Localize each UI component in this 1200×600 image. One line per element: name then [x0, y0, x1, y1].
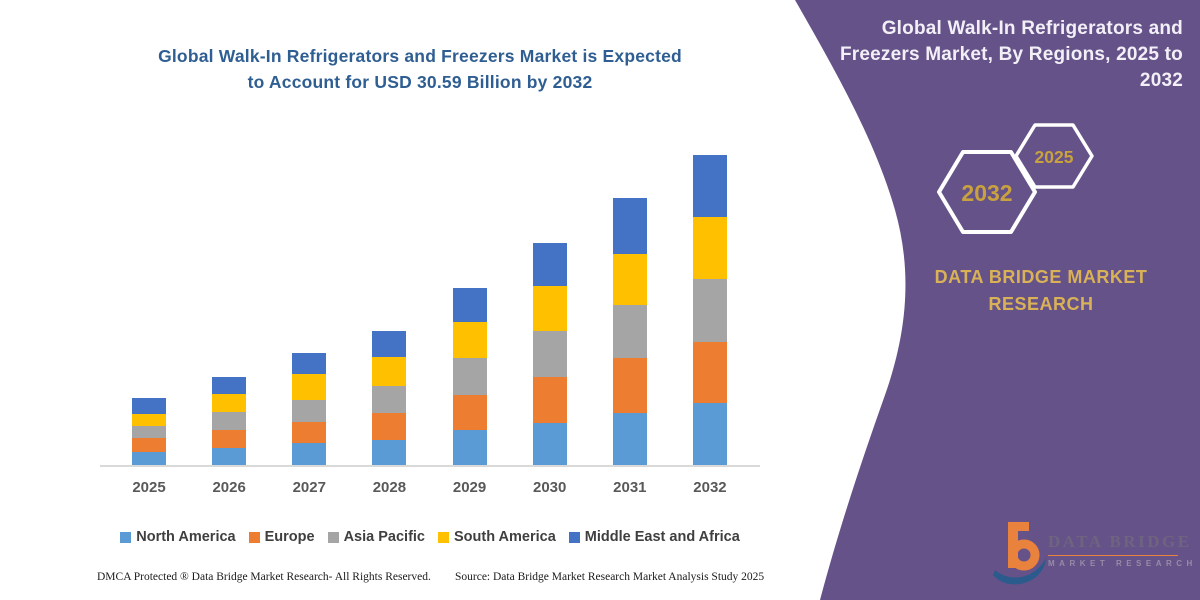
legend-swatch-asia-pacific	[327, 531, 339, 543]
bar-segment-2027-south-america	[292, 374, 327, 400]
bar-segment-2028-europe	[372, 413, 407, 440]
bar-segment-2031-south-america	[612, 253, 647, 305]
bar-segment-2025-europe	[132, 438, 166, 453]
hexagon-2025	[1014, 123, 1094, 189]
panel-heading: Global Walk-In Refrigerators and Freezer…	[839, 18, 1183, 91]
chart-title: Global Walk-In Refrigerators and Freezer…	[100, 43, 740, 95]
bar-2031	[612, 197, 647, 465]
bar-segment-2029-middle-east-and-africa	[452, 287, 487, 322]
bar-2029	[452, 287, 487, 465]
legend-label-middle-east-and-africa: Middle East and Africa	[584, 529, 740, 545]
bar-segment-2030-europe	[532, 377, 567, 423]
bar-segment-2027-europe	[292, 421, 327, 444]
x-axis-label-2032: 2032	[693, 479, 727, 496]
bar-segment-2026-south-america	[212, 393, 247, 413]
plot-area	[105, 150, 755, 465]
legend-swatch-middle-east-and-africa	[568, 531, 580, 543]
bar-segment-2027-middle-east-and-africa	[292, 353, 327, 375]
hexagon-2032-label: 2032	[961, 180, 1013, 206]
x-axis-label-2030: 2030	[533, 479, 567, 496]
bar-segment-2031-europe	[612, 358, 647, 414]
bar-segment-2025-asia-pacific	[132, 425, 166, 439]
logo-subtitle-text: MARKET RESEARCH	[1048, 559, 1197, 568]
x-axis-label-2029: 2029	[452, 479, 487, 496]
legend-swatch-europe	[248, 531, 260, 543]
bar-segment-2030-asia-pacific	[532, 331, 567, 378]
legend-item-asia-pacific: Asia Pacific	[327, 529, 425, 545]
bar-2025	[132, 398, 166, 465]
legend-item-north-america: North America	[120, 529, 236, 545]
bar-2030	[532, 242, 567, 465]
bar-segment-2029-south-america	[452, 321, 487, 359]
bar-segment-2032-middle-east-and-africa	[692, 155, 727, 217]
x-axis-label-2031: 2031	[613, 479, 647, 496]
bar-segment-2032-asia-pacific	[692, 279, 727, 343]
bar-segment-2030-middle-east-and-africa	[532, 242, 567, 286]
bar-segment-2026-north-america	[212, 447, 247, 465]
bar-2027	[292, 353, 327, 465]
bar-segment-2026-europe	[212, 429, 247, 448]
legend-item-south-america: South America	[438, 529, 556, 545]
bar-segment-2027-asia-pacific	[292, 399, 327, 422]
x-axis-label-2026: 2026	[212, 479, 246, 496]
x-axis-label-2025: 2025	[132, 479, 166, 496]
logo-title-text: DATA BRIDGE	[1048, 532, 1189, 556]
bar-segment-2032-south-america	[692, 216, 727, 280]
bar-segment-2030-south-america	[532, 285, 567, 332]
bar-segment-2026-middle-east-and-africa	[212, 377, 247, 394]
bar-segment-2026-asia-pacific	[212, 412, 247, 430]
x-axis-labels: 2025 2026 2027 2028 2029 2030 2031 2032	[105, 479, 755, 499]
bar-segment-2031-middle-east-and-africa	[612, 197, 647, 254]
bar-2032	[692, 155, 727, 465]
legend-swatch-south-america	[438, 531, 449, 543]
bar-segment-2027-north-america	[292, 443, 327, 465]
x-axis-label-2028: 2028	[372, 479, 407, 496]
bar-segment-2025-north-america	[132, 452, 166, 465]
bar-segment-2028-north-america	[372, 439, 407, 465]
bar-2028	[372, 330, 407, 465]
bar-segment-2028-south-america	[372, 357, 407, 386]
logo-words: DATA BRIDGE MARKET RESEARCH	[1048, 532, 1197, 568]
legend-item-middle-east-and-africa: Middle East and Africa	[568, 529, 740, 545]
bar-segment-2032-europe	[692, 342, 727, 403]
data-bridge-logo-icon	[993, 522, 1046, 585]
footer-source-text: Source: Data Bridge Market Research Mark…	[455, 571, 765, 583]
bar-segment-2025-middle-east-and-africa	[132, 398, 166, 415]
bar-2026	[212, 377, 247, 465]
chart-title-line2: to Account for USD 30.59 Billion by 2032	[247, 72, 593, 92]
footer-dmca-text: DMCA Protected ® Data Bridge Market Rese…	[97, 571, 431, 583]
bar-segment-2030-north-america	[532, 422, 567, 465]
x-axis-line	[100, 465, 760, 467]
data-bridge-logo: DATA BRIDGE MARKET RESEARCH	[993, 518, 1197, 588]
hexagon-2025-label: 2025	[1034, 147, 1074, 167]
legend-swatch-north-america	[120, 531, 132, 543]
hexagon-2032	[937, 150, 1037, 234]
brand-name: DATA BRIDGE MARKET RESEARCH	[906, 264, 1176, 318]
bar-segment-2029-asia-pacific	[452, 358, 487, 395]
bar-segment-2029-north-america	[452, 430, 487, 465]
brand-name-line1: DATA BRIDGE MARKET	[934, 267, 1148, 287]
legend-label-south-america: South America	[454, 529, 556, 545]
x-axis-label-2027: 2027	[292, 479, 326, 496]
bar-segment-2029-europe	[452, 395, 487, 430]
legend: North America Europe Asia Pacific South Ame…	[105, 529, 755, 545]
legend-label-europe: Europe	[264, 529, 315, 545]
purple-swoosh-background	[795, 0, 1200, 600]
chart-title-line1: Global Walk-In Refrigerators and Freezer…	[158, 46, 682, 66]
bar-segment-2032-north-america	[692, 403, 727, 465]
bar-segment-2031-asia-pacific	[612, 304, 647, 359]
brand-name-line2: RESEARCH	[988, 294, 1094, 314]
bar-segment-2028-middle-east-and-africa	[372, 330, 407, 358]
legend-label-asia-pacific: Asia Pacific	[343, 529, 425, 545]
bar-segment-2031-north-america	[612, 413, 647, 465]
bar-segment-2025-south-america	[132, 414, 166, 426]
legend-item-europe: Europe	[248, 529, 315, 545]
legend-label-north-america: North America	[136, 529, 236, 545]
bar-segment-2028-asia-pacific	[372, 385, 407, 414]
